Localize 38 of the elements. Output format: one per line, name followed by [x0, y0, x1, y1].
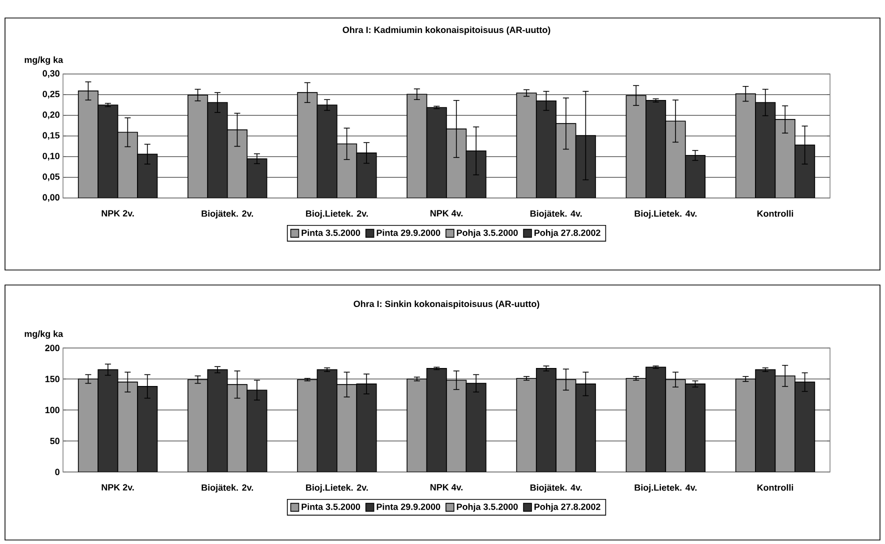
x-tick-label: Kontrolli	[757, 484, 794, 491]
legend-label: Pohja 3.5.2000	[456, 503, 518, 512]
legend-label: Pinta 29.9.2000	[376, 229, 440, 236]
y-tick-label: 0	[55, 468, 60, 476]
x-tick-label: Bioj.Lietek. 4v.	[634, 210, 697, 219]
y-tick-label: 50	[50, 438, 60, 444]
x-tick-label: NPK 2v.	[102, 484, 134, 490]
y-tick-label: 0,05	[42, 173, 60, 182]
legend-label: Pinta 29.9.2000	[376, 503, 440, 510]
x-tick-label: Bioj.Lietek. 2v.	[306, 484, 368, 493]
legend-label: Pohja 27.8.2002	[534, 503, 600, 512]
y-tick-label: 100	[45, 406, 60, 414]
x-tick-label: Bioj.Lietek. 4v.	[634, 484, 697, 493]
legend-label: Pinta 3.5.2000	[302, 229, 360, 236]
chart-title: Ohra I: Kadmiumin kokonaispitoisuus (AR-uutto)	[342, 26, 550, 35]
x-tick-label: Biojätek. 4v.	[530, 210, 582, 219]
y-tick-label: 0,10	[42, 152, 60, 160]
y-axis-title: mg/kg ka	[24, 330, 64, 339]
y-tick-label: 0,20	[42, 111, 60, 120]
y-tick-label: 0,15	[42, 132, 60, 140]
x-tick-label: Biojätek. 4v.	[530, 484, 582, 493]
y-tick-label: 200	[45, 344, 60, 352]
y-tick-label: 150	[45, 376, 60, 382]
y-tick-label: 0,00	[42, 194, 60, 202]
x-tick-label: Biojätek. 2v.	[202, 210, 253, 219]
legend-label: Pinta 3.5.2000	[302, 503, 360, 510]
x-tick-label: NPK 4v.	[430, 484, 463, 490]
x-tick-label: Biojätek. 2v.	[202, 484, 253, 493]
y-axis-title: mg/kg ka	[24, 56, 64, 65]
chart-title: Ohra I: Sinkin kokonaispitoisuus (AR-uutto)	[354, 300, 540, 309]
y-tick-label: 0,25	[42, 90, 60, 98]
x-tick-label: Kontrolli	[757, 210, 794, 217]
x-tick-label: NPK 4v.	[430, 210, 463, 216]
legend-label: Pohja 3.5.2000	[456, 229, 518, 238]
x-tick-label: Bioj.Lietek. 2v.	[306, 210, 368, 219]
x-tick-label: NPK 2v.	[102, 210, 134, 216]
y-tick-label: 0,30	[42, 70, 60, 78]
legend-label: Pohja 27.8.2002	[534, 229, 600, 238]
